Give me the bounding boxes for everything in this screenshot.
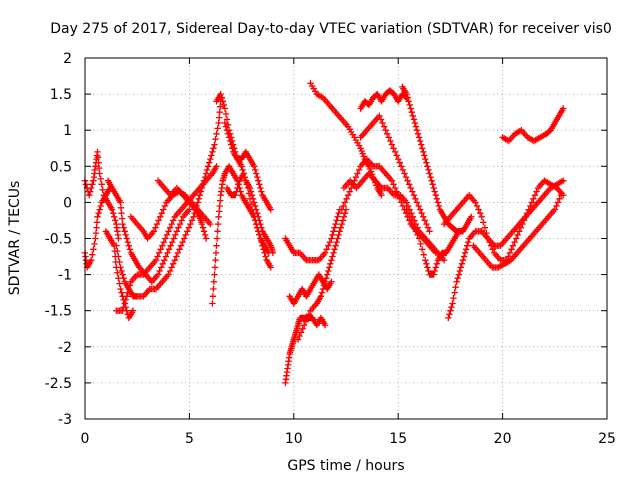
series-arc-12 — [223, 170, 272, 257]
x-tick-label: 15 — [389, 431, 407, 447]
series-arc-20 — [357, 112, 433, 235]
y-tick-label: 1 — [63, 123, 72, 139]
series-arc-8 — [154, 177, 210, 242]
series-arc-15 — [282, 206, 343, 264]
series-arc-21 — [357, 87, 410, 112]
plus-markers — [113, 98, 224, 300]
series-arc-22 — [399, 83, 464, 235]
y-tick-label: -2.5 — [45, 376, 72, 392]
y-tick-label: 0.5 — [50, 159, 72, 175]
series-arc-14 — [286, 271, 335, 307]
y-tick-label: 1.5 — [50, 87, 72, 103]
plus-markers — [282, 206, 343, 264]
plus-markers — [294, 206, 350, 343]
y-tick-label: -1.5 — [45, 304, 72, 320]
x-tick-label: 25 — [598, 431, 616, 447]
y-tick-label: 0 — [63, 195, 72, 211]
plus-markers — [499, 105, 567, 145]
plot-frame — [84, 57, 608, 420]
series-arc-16 — [294, 206, 350, 343]
plus-markers — [357, 112, 433, 235]
plus-markers — [440, 177, 567, 264]
y-tick-label: 2 — [63, 51, 72, 67]
y-tick-label: -3 — [58, 412, 72, 428]
plus-markers — [154, 177, 210, 242]
series-arc-5 — [104, 177, 193, 285]
plus-markers — [113, 163, 220, 314]
plus-markers — [470, 192, 565, 271]
y-tick-label: -2 — [58, 340, 72, 356]
series-arc-2 — [81, 184, 114, 271]
plus-markers — [221, 119, 274, 213]
plus-markers — [357, 87, 410, 112]
y-axis-ticks: 2 1.5 1 0.5 0 -0.5 -1 -1.5 -2 -2.5 -3 — [45, 51, 607, 428]
plus-markers — [338, 155, 439, 257]
plus-markers — [223, 170, 272, 257]
chart-title: Day 275 of 2017, Sidereal Day-to-day VTE… — [50, 21, 612, 37]
x-axis-label: GPS time / hours — [287, 458, 404, 474]
plus-markers — [403, 206, 475, 278]
plus-markers — [286, 271, 335, 307]
series-arc-6 — [113, 98, 224, 300]
data-points — [81, 80, 567, 387]
y-tick-label: -0.5 — [45, 232, 72, 248]
series-arc-26 — [470, 192, 565, 271]
series-arc-23 — [403, 206, 475, 278]
plus-markers — [399, 83, 464, 235]
x-tick-label: 0 — [81, 431, 90, 447]
series-arc-25 — [440, 177, 567, 264]
series-arc-4 — [113, 163, 220, 314]
x-tick-label: 5 — [185, 431, 194, 447]
plus-markers — [104, 177, 193, 285]
x-tick-label: 20 — [494, 431, 512, 447]
x-tick-label: 10 — [285, 431, 303, 447]
y-axis-label: SDTVAR / TECUs — [7, 181, 23, 296]
y-tick-label: -1 — [58, 268, 72, 284]
series-arc-19 — [338, 155, 439, 257]
series-arc-27 — [499, 105, 567, 145]
plus-markers — [81, 184, 114, 271]
series-arc-11 — [221, 119, 274, 213]
